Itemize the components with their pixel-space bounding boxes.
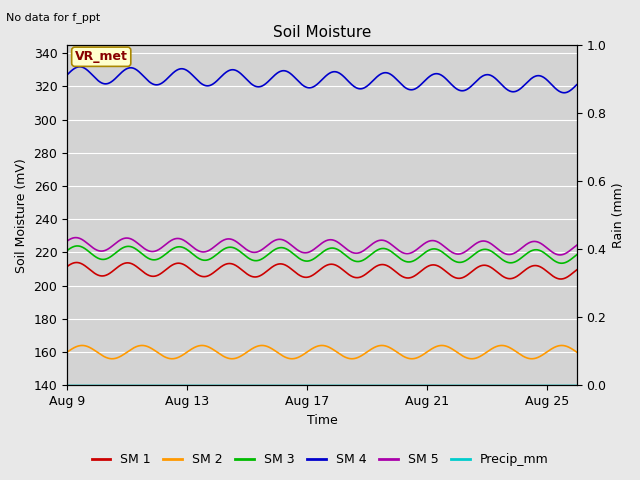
Text: VR_met: VR_met	[75, 50, 127, 63]
Legend: SM 1, SM 2, SM 3, SM 4, SM 5, Precip_mm: SM 1, SM 2, SM 3, SM 4, SM 5, Precip_mm	[86, 448, 554, 471]
Text: No data for f_ppt: No data for f_ppt	[6, 12, 100, 23]
X-axis label: Time: Time	[307, 414, 337, 427]
Title: Soil Moisture: Soil Moisture	[273, 24, 371, 39]
Y-axis label: Soil Moisture (mV): Soil Moisture (mV)	[15, 158, 28, 273]
Y-axis label: Rain (mm): Rain (mm)	[612, 182, 625, 248]
